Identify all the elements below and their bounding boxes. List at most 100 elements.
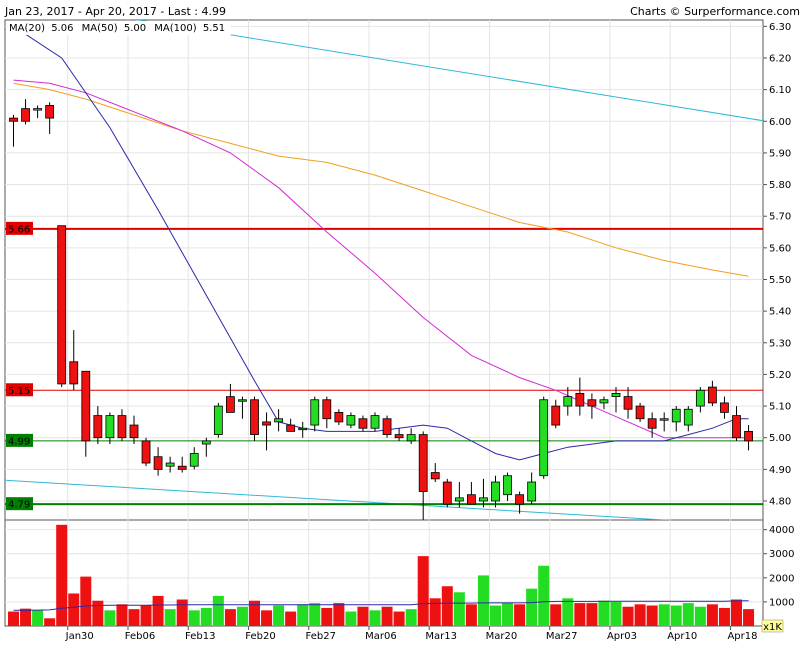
- volume-unit-label: x1K: [763, 622, 782, 633]
- candle-body: [153, 456, 163, 470]
- volume-bar: [104, 610, 116, 626]
- volume-bar: [200, 607, 212, 626]
- date-tick-label: Mar13: [425, 631, 457, 642]
- candle-body: [262, 421, 271, 426]
- candle-body: [213, 405, 223, 435]
- date-tick-label: Apr03: [607, 631, 637, 642]
- volume-bar: [381, 606, 393, 626]
- volume-tick-label: 3000: [769, 549, 794, 560]
- volume-bar: [562, 598, 574, 626]
- legend-ma100-label: MA(100): [154, 23, 196, 34]
- volume-bar: [610, 601, 622, 626]
- volume-average-line: [13, 600, 749, 611]
- price-tick-label: 4.80: [769, 497, 791, 508]
- candle-body: [117, 415, 127, 439]
- volume-tick-label: 1000: [769, 597, 794, 608]
- candle-body: [322, 399, 332, 420]
- legend-ma50-value: 5.00: [124, 23, 146, 34]
- volume-bar: [92, 600, 104, 626]
- candle-body: [623, 396, 633, 410]
- candle-body: [177, 465, 187, 470]
- price-tick-label: 6.00: [769, 117, 791, 128]
- candle-body: [394, 434, 404, 439]
- price-tick-label: 5.70: [769, 212, 791, 223]
- volume-bar: [574, 603, 586, 626]
- volume-bar: [694, 606, 706, 626]
- candle-body: [479, 497, 488, 502]
- volume-unit-box: [761, 619, 784, 633]
- candle-body: [238, 399, 247, 402]
- level-label-box: [6, 221, 33, 235]
- volume-bar: [261, 610, 273, 626]
- candle-body: [45, 105, 55, 119]
- candle-body: [69, 361, 79, 385]
- volume-bar: [658, 604, 670, 626]
- ma20-line: [13, 25, 749, 461]
- volume-bar: [441, 586, 453, 626]
- price-panel-frame: [4, 19, 764, 521]
- level-label-5.66: 5.66: [8, 224, 30, 235]
- price-level-labels: 5.66 5.15 4.99 4.79: [6, 221, 33, 511]
- volume-bar: [333, 603, 345, 626]
- volume-bar: [140, 605, 152, 626]
- candle-body: [9, 117, 18, 122]
- price-tick-label: 5.20: [769, 370, 791, 381]
- volume-bar: [345, 611, 357, 626]
- candle-body: [334, 412, 344, 423]
- volume-bar: [212, 595, 224, 626]
- volume-bar: [309, 603, 321, 626]
- candle-body: [575, 393, 585, 407]
- volume-bar: [718, 607, 730, 626]
- volume-bar: [405, 609, 417, 626]
- candle-body: [503, 475, 512, 496]
- volume-bar: [68, 593, 80, 626]
- candle-body: [21, 108, 30, 122]
- price-tick-label: 5.60: [769, 243, 791, 254]
- price-tick-label: 5.30: [769, 338, 791, 349]
- volume-bar: [453, 592, 465, 626]
- candle-body: [635, 405, 645, 420]
- volume-bar: [465, 604, 477, 626]
- volume-bar: [706, 604, 718, 626]
- price-tick-label: 5.10: [769, 402, 791, 413]
- axis-labels: 6.30 6.20 6.10 6.00 5.90 5.80 5.70 5.60 5.50 5.40…: [65, 22, 795, 642]
- candle-body: [454, 497, 464, 502]
- level-label-5.15: 5.15: [8, 386, 30, 397]
- volume-bar: [514, 604, 526, 626]
- price-tick-label: 6.20: [769, 53, 791, 64]
- ma100-line: [13, 82, 749, 277]
- volume-bar: [297, 604, 309, 626]
- level-label-box: [6, 433, 33, 447]
- candle-body: [57, 225, 67, 385]
- volume-bar: [273, 605, 285, 626]
- candle-body: [141, 440, 151, 464]
- volume-bar: [586, 603, 598, 626]
- date-tick-label: Mar20: [486, 631, 518, 642]
- volume-bar: [634, 604, 646, 626]
- volume-bar: [116, 604, 128, 626]
- trend-line: [135, 20, 763, 122]
- date-tick-label: Feb20: [245, 631, 275, 642]
- candle-body: [466, 494, 476, 505]
- date-tick-label: Mar06: [365, 631, 397, 642]
- price-tick-label: 5.40: [769, 307, 791, 318]
- volume-bar: [20, 608, 32, 626]
- candle-body: [744, 430, 753, 442]
- volume-bar: [80, 576, 92, 626]
- candle-body: [527, 481, 537, 502]
- volume-bar: [598, 600, 610, 626]
- candle-body: [105, 415, 115, 439]
- candle-body: [563, 396, 573, 407]
- chart-credit: Charts © Surperformance.com: [630, 5, 800, 18]
- volume-bar: [490, 605, 501, 626]
- candle-body: [358, 418, 368, 429]
- candle-body: [491, 481, 500, 502]
- volume-bar: [321, 607, 333, 626]
- date-tick-label: Feb27: [306, 631, 336, 642]
- candle-body: [587, 399, 597, 407]
- volume-bar: [152, 595, 164, 626]
- legend-ma50-label: MA(50): [82, 23, 118, 34]
- candle-body: [418, 434, 428, 492]
- candle-body: [732, 415, 741, 439]
